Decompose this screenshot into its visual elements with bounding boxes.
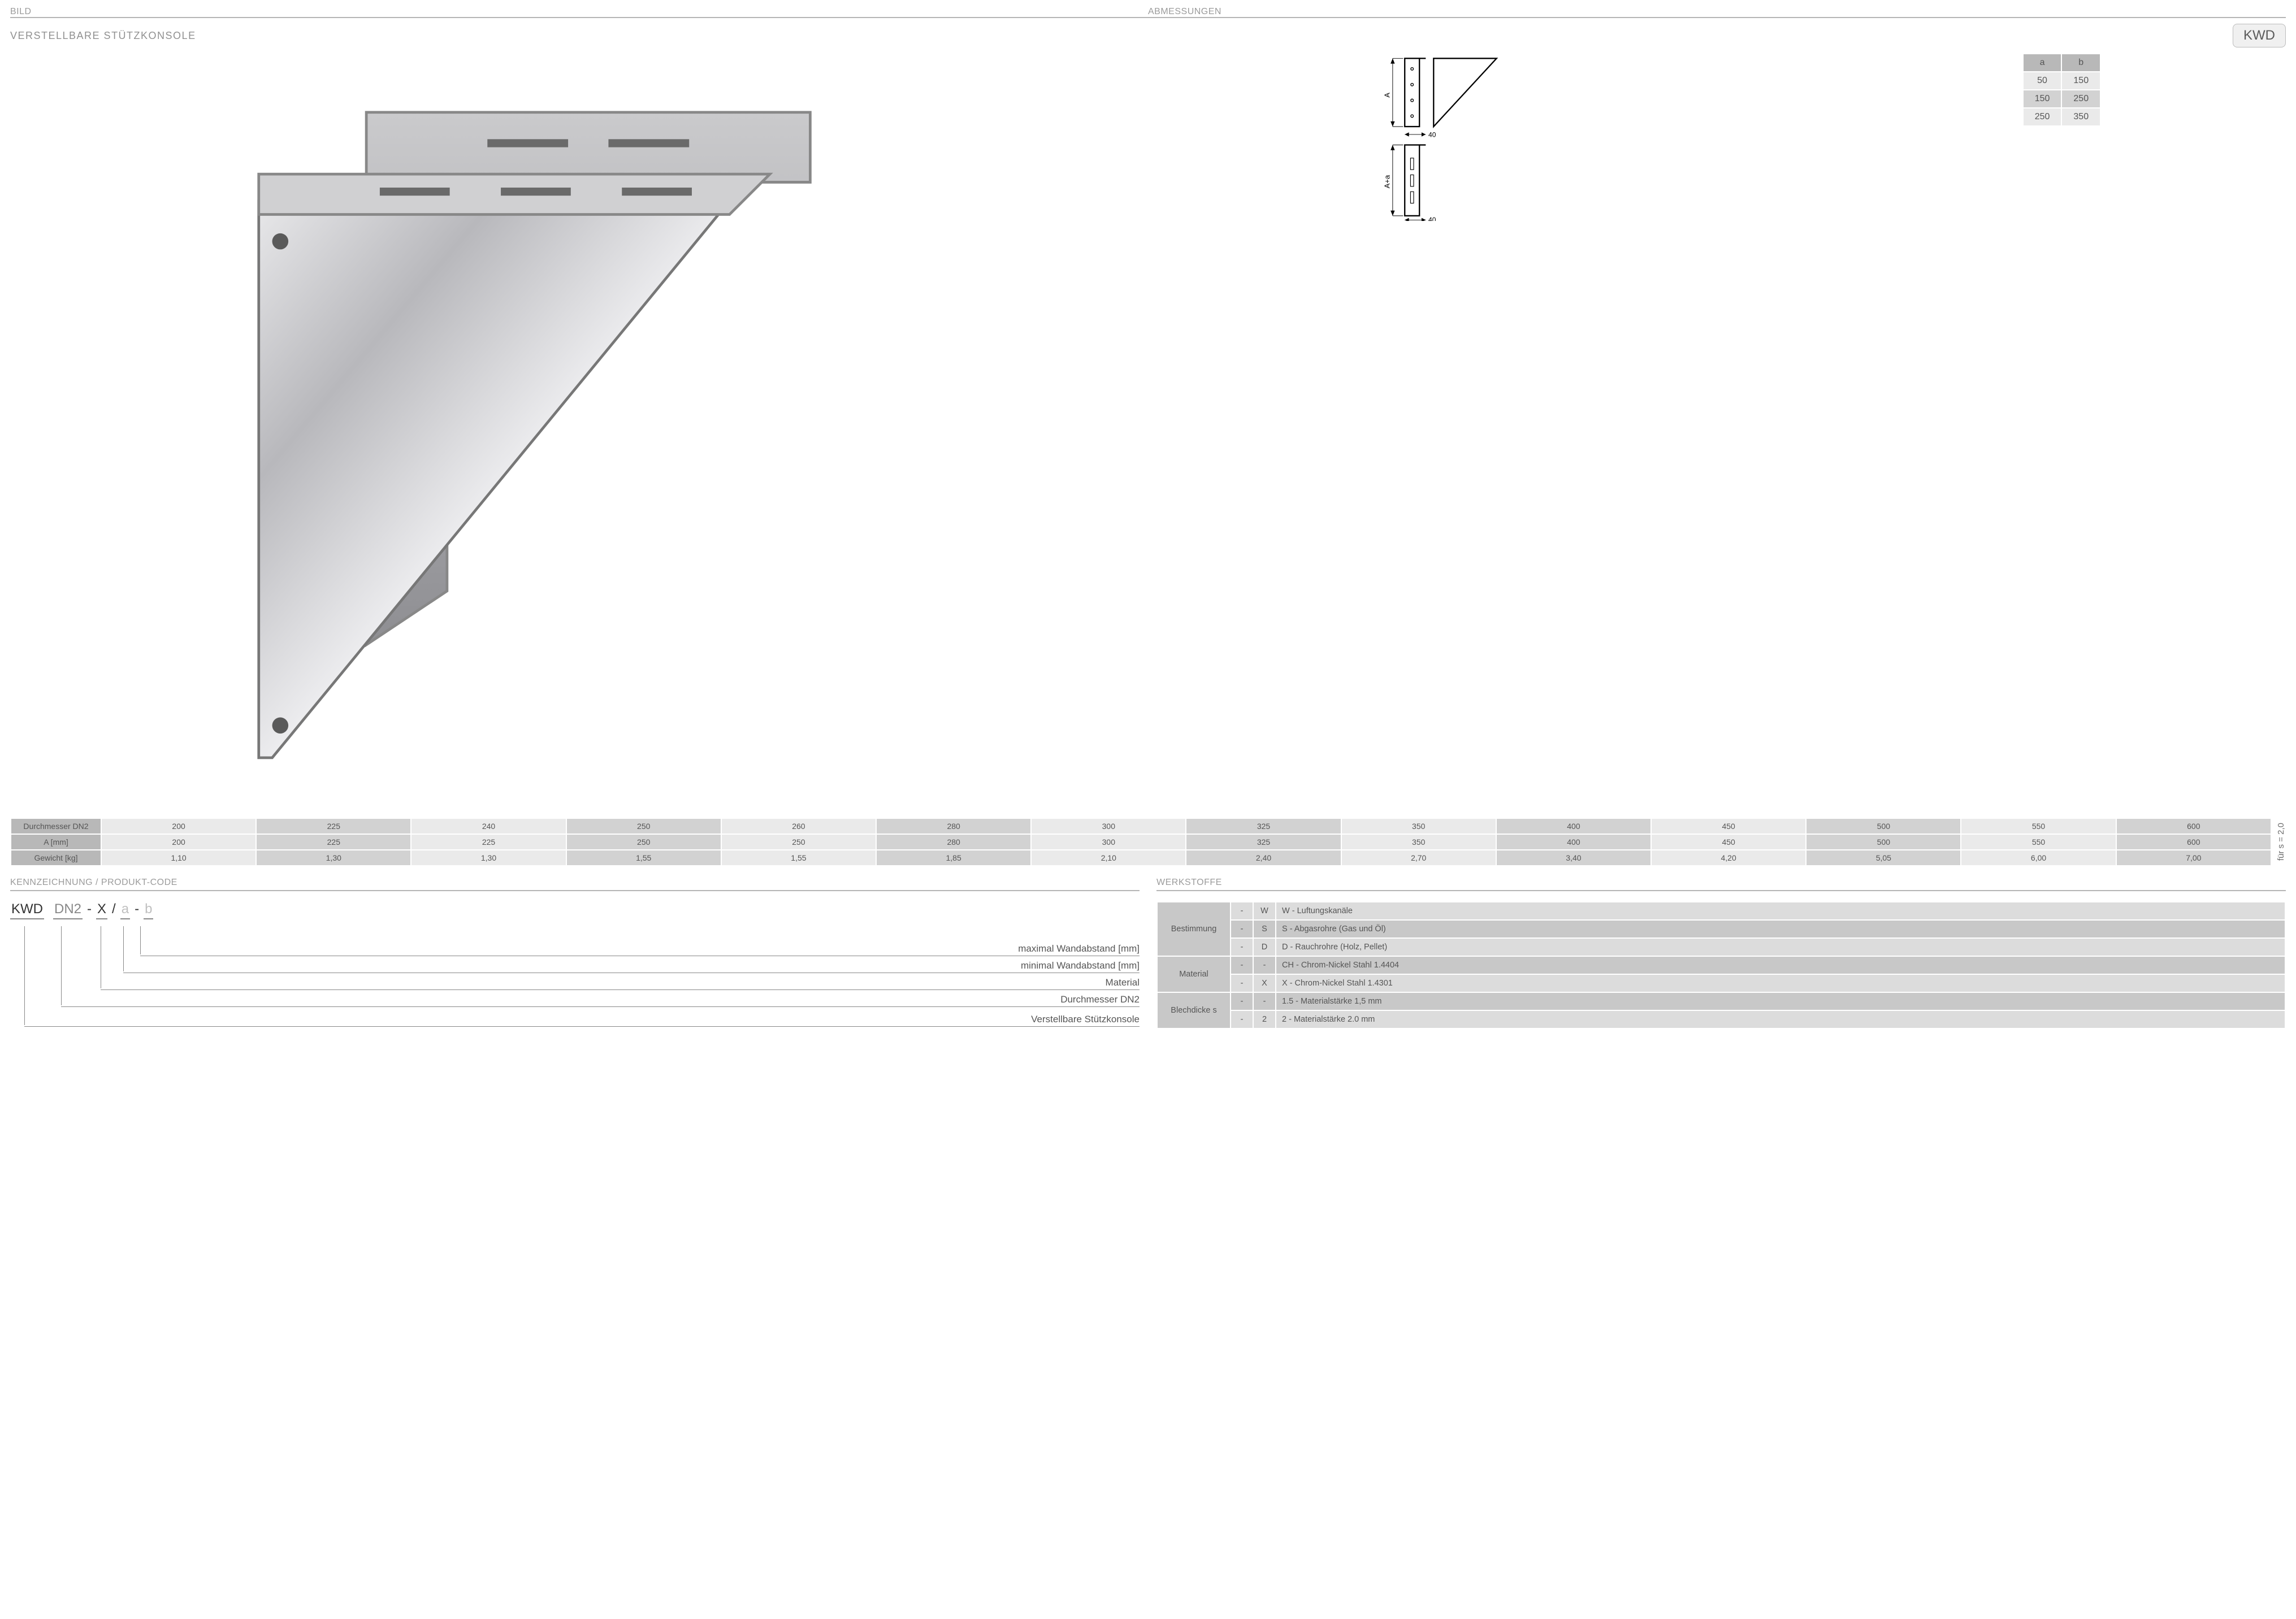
spec-cell: 325 <box>1186 834 1341 850</box>
top-header-row: BILD ABMESSUNGEN <box>10 7 2286 18</box>
spec-cell: 280 <box>876 834 1031 850</box>
spec-cell: 260 <box>721 818 876 834</box>
ab-table-wrap: a b 50150 150250 250350 <box>1838 53 2286 127</box>
werkstoffe-section: WERKSTOFFE Bestimmung-WW - Luftungskanäl… <box>1156 878 2286 1039</box>
code-segment: DN2 <box>53 901 83 919</box>
legend-label: maximal Wandabstand [mm] <box>140 943 1140 956</box>
spec-row-label: Gewicht [kg] <box>11 850 101 866</box>
ab-table: a b 50150 150250 250350 <box>2022 53 2101 127</box>
spec-cell: 500 <box>1806 818 1961 834</box>
materials-table: Bestimmung-WW - Luftungskanäle-SS - Abga… <box>1156 901 2286 1029</box>
header-bild: BILD <box>10 7 1148 17</box>
ab-header-a: a <box>2023 54 2062 72</box>
spec-cell: 225 <box>256 834 411 850</box>
code-segment: X <box>96 901 107 919</box>
material-desc: D - Rauchrohre (Holz, Pellet) <box>1276 938 2285 956</box>
product-photo <box>10 53 1019 806</box>
material-desc: S - Abgasrohre (Gas und Öl) <box>1276 920 2285 938</box>
material-desc: 1.5 - Materialstärke 1,5 mm <box>1276 992 2285 1010</box>
spec-cell: 250 <box>566 834 721 850</box>
svg-text:A: A <box>1383 93 1391 98</box>
code-segment: b <box>144 901 153 919</box>
spec-cell: 325 <box>1186 818 1341 834</box>
spec-side-note: für s = 2,0 <box>2276 821 2286 863</box>
spec-cell: 1,30 <box>411 850 566 866</box>
spec-cell: 4,20 <box>1651 850 1806 866</box>
spec-cell: 2,40 <box>1186 850 1341 866</box>
spec-cell: 1,85 <box>876 850 1031 866</box>
spec-row-label: A [mm] <box>11 834 101 850</box>
spec-cell: 3,40 <box>1496 850 1651 866</box>
spec-row-label: Durchmesser DN2 <box>11 818 101 834</box>
code-formula: KWD DN2 - X / a - b <box>10 901 1140 919</box>
spec-cell: 1,55 <box>721 850 876 866</box>
spec-cell: 200 <box>101 818 256 834</box>
spec-cell: 600 <box>2116 834 2271 850</box>
spec-cell: 6,00 <box>1961 850 2116 866</box>
legend-area: maximal Wandabstand [mm] minimal Wandabst… <box>10 926 1140 1039</box>
spec-cell: 1,30 <box>256 850 411 866</box>
legend-label: Verstellbare Stützkonsole <box>24 1014 1140 1027</box>
material-desc: W - Luftungskanäle <box>1276 902 2285 920</box>
material-desc: X - Chrom-Nickel Stahl 1.4301 <box>1276 974 2285 992</box>
bottom-row: KENNZEICHNUNG / PRODUKT-CODE KWD DN2 - X… <box>10 878 2286 1039</box>
spec-cell: 300 <box>1031 818 1186 834</box>
legend-label: minimal Wandabstand [mm] <box>123 960 1140 973</box>
spec-cell: 5,05 <box>1806 850 1961 866</box>
main-visual-row: A 40 A+a 40 <box>10 53 2286 806</box>
material-group-label: Blechdicke s <box>1157 992 1231 1028</box>
spec-cell: 200 <box>101 834 256 850</box>
spec-cell: 240 <box>411 818 566 834</box>
spec-cell: 450 <box>1651 818 1806 834</box>
header-abmessungen: ABMESSUNGEN <box>1148 7 2286 17</box>
subtitle-row: VERSTELLBARE STÜTZKONSOLE KWD <box>10 24 2286 47</box>
spec-cell: 7,00 <box>2116 850 2271 866</box>
material-group-label: Material <box>1157 956 1231 992</box>
spec-cell: 280 <box>876 818 1031 834</box>
spec-cell: 450 <box>1651 834 1806 850</box>
product-subtitle: VERSTELLBARE STÜTZKONSOLE <box>10 30 196 42</box>
spec-cell: 350 <box>1341 818 1496 834</box>
spec-cell: 550 <box>1961 834 2116 850</box>
spec-cell: 300 <box>1031 834 1186 850</box>
spec-cell: 225 <box>256 818 411 834</box>
spec-cell: 2,10 <box>1031 850 1186 866</box>
spec-cell: 400 <box>1496 834 1651 850</box>
spec-cell: 2,70 <box>1341 850 1496 866</box>
kenn-title: KENNZEICHNUNG / PRODUKT-CODE <box>10 878 1140 891</box>
spec-cell: 1,10 <box>101 850 256 866</box>
code-segment: a <box>120 901 130 919</box>
svg-text:A+a: A+a <box>1383 175 1391 188</box>
legend-label: Material <box>101 977 1140 990</box>
technical-drawing: A 40 A+a 40 <box>1036 53 1821 221</box>
code-segment: KWD <box>10 901 44 919</box>
spec-table: Durchmesser DN22002252402502602803003253… <box>10 818 2272 866</box>
material-group-label: Bestimmung <box>1157 902 1231 956</box>
spec-cell: 1,55 <box>566 850 721 866</box>
material-desc: 2 - Materialstärke 2.0 mm <box>1276 1010 2285 1028</box>
spec-cell: 250 <box>721 834 876 850</box>
spec-cell: 250 <box>566 818 721 834</box>
spec-cell: 500 <box>1806 834 1961 850</box>
ab-header-b: b <box>2061 54 2100 72</box>
spec-cell: 600 <box>2116 818 2271 834</box>
werkstoffe-title: WERKSTOFFE <box>1156 878 2286 891</box>
spec-cell: 550 <box>1961 818 2116 834</box>
svg-text:40: 40 <box>1428 216 1436 221</box>
svg-text:40: 40 <box>1428 131 1436 139</box>
spec-cell: 350 <box>1341 834 1496 850</box>
product-code-badge: KWD <box>2233 24 2286 47</box>
spec-table-wrap: Durchmesser DN22002252402502602803003253… <box>10 818 2286 866</box>
spec-cell: 400 <box>1496 818 1651 834</box>
kenn-section: KENNZEICHNUNG / PRODUKT-CODE KWD DN2 - X… <box>10 878 1140 1039</box>
spec-cell: 225 <box>411 834 566 850</box>
legend-label: Durchmesser DN2 <box>61 994 1140 1007</box>
material-desc: CH - Chrom-Nickel Stahl 1.4404 <box>1276 956 2285 974</box>
